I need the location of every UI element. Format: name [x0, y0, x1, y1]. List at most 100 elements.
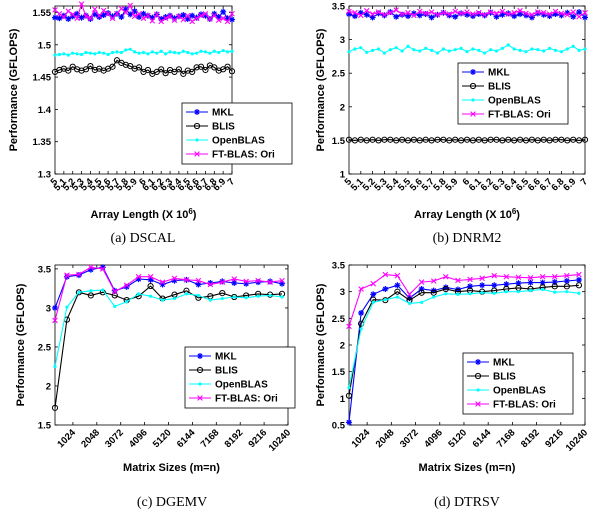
data-point-1 [418, 289, 425, 296]
data-point-2 [199, 49, 203, 53]
legend-label: BLIS [212, 122, 235, 133]
data-point-3-b [511, 9, 517, 16]
y-tick-label: 1 [340, 394, 346, 405]
data-point-1 [375, 137, 382, 144]
data-point-3-b [162, 15, 169, 22]
legend-marker [474, 372, 482, 380]
data-point-2 [447, 49, 451, 53]
data-point-2 [559, 50, 564, 54]
data-point-2 [359, 46, 363, 50]
data-point-3-b [211, 12, 218, 19]
data-point-2 [376, 47, 381, 51]
data-point-0-d2 [576, 9, 582, 15]
data-point-3-b [136, 10, 142, 17]
data-point-2 [184, 292, 189, 296]
x-tick-label: 7 [579, 176, 591, 188]
data-point-1 [551, 283, 558, 290]
data-point-1 [345, 392, 353, 399]
data-point-3-b [452, 8, 458, 15]
data-point-0-d2 [515, 280, 521, 286]
data-point-2 [359, 327, 363, 331]
data-point-3-b [167, 13, 173, 20]
y-tick-label: 2 [340, 102, 345, 113]
data-point-3-b [52, 7, 58, 13]
data-point-2 [471, 47, 475, 51]
data-point-2 [432, 295, 436, 299]
data-point-2 [548, 46, 552, 50]
data-point-3-b [158, 18, 164, 25]
data-point-2 [125, 300, 129, 304]
data-point-0-d2 [552, 279, 558, 285]
data-point-3-b [352, 9, 358, 16]
x-axis-label-main: Matrix Sizes (m=n) [123, 462, 220, 474]
data-point-3-b [387, 9, 394, 16]
legend-marker-d2 [470, 69, 476, 75]
data-point-3-b [56, 10, 63, 17]
data-point-1 [266, 291, 274, 298]
data-point-2 [106, 52, 110, 57]
data-point-1 [175, 66, 182, 73]
data-point-0-d2 [52, 305, 58, 311]
subfigure-caption: (d) DTRSV [434, 495, 500, 510]
data-point-1 [434, 136, 441, 143]
data-point-0-d2 [452, 14, 458, 20]
data-point-0-d2 [576, 277, 582, 283]
data-point-1 [127, 62, 134, 70]
y-axis-label: Performance (GFLOPS) [15, 283, 27, 406]
data-point-3-b [417, 8, 423, 15]
data-point-0-d2 [118, 14, 124, 20]
data-point-1 [430, 289, 437, 296]
data-point-1 [69, 63, 76, 70]
data-point-3-b [358, 286, 364, 292]
data-point-1 [193, 64, 200, 71]
data-point-2 [88, 51, 92, 55]
legend-label: MKL [488, 68, 510, 79]
data-point-1 [224, 63, 231, 70]
data-point-0-d2 [528, 280, 534, 286]
data-point-3-b [74, 15, 80, 22]
y-tick-label: 2 [46, 381, 51, 392]
data-point-3-b [363, 7, 370, 14]
chart-panel-1: 11.522.533.555.15.25.35.45.55.65.75.85.9… [315, 2, 590, 247]
data-point-2 [383, 298, 387, 302]
data-point-1 [570, 136, 577, 143]
data-point-3-b [564, 272, 570, 279]
data-point-3-b [92, 6, 98, 13]
data-point-1 [369, 136, 376, 143]
data-point-2 [453, 48, 457, 52]
x-tick-label: 5.9 [443, 176, 460, 193]
data-point-2 [119, 50, 123, 55]
data-point-2 [137, 292, 141, 296]
data-point-3-b [189, 18, 195, 25]
x-tick-label: 2048 [374, 427, 397, 450]
data-point-2 [530, 47, 534, 51]
data-point-1 [511, 137, 518, 144]
data-point-3-b [64, 272, 70, 278]
data-point-3-b [219, 279, 226, 285]
y-tick-label: 1 [340, 170, 346, 181]
x-axis-label-main: Array Length (X 10 [414, 209, 512, 221]
data-point-1 [202, 66, 209, 74]
data-point-2 [553, 290, 557, 294]
x-tick-label: 7168 [199, 427, 222, 450]
data-point-2 [89, 289, 93, 293]
x-axis-label: Array Length (X 106) [91, 207, 197, 221]
data-point-2 [353, 47, 357, 51]
data-point-3-b [123, 282, 130, 289]
data-point-2 [536, 48, 540, 52]
data-point-3-b [184, 12, 191, 19]
data-point-1 [228, 68, 236, 75]
data-point-2 [500, 46, 504, 50]
data-point-3-b [171, 275, 178, 282]
data-point-2 [371, 48, 375, 52]
data-point-2 [150, 50, 154, 54]
data-point-3-b [215, 17, 222, 24]
x-tick-label: 6144 [175, 427, 198, 450]
data-point-3-b [443, 273, 449, 280]
data-point-2 [577, 291, 581, 295]
data-point-2 [512, 47, 516, 51]
data-point-3-b [149, 18, 156, 24]
data-point-1 [219, 289, 226, 297]
data-point-2 [388, 48, 392, 52]
data-point-2 [400, 49, 404, 53]
